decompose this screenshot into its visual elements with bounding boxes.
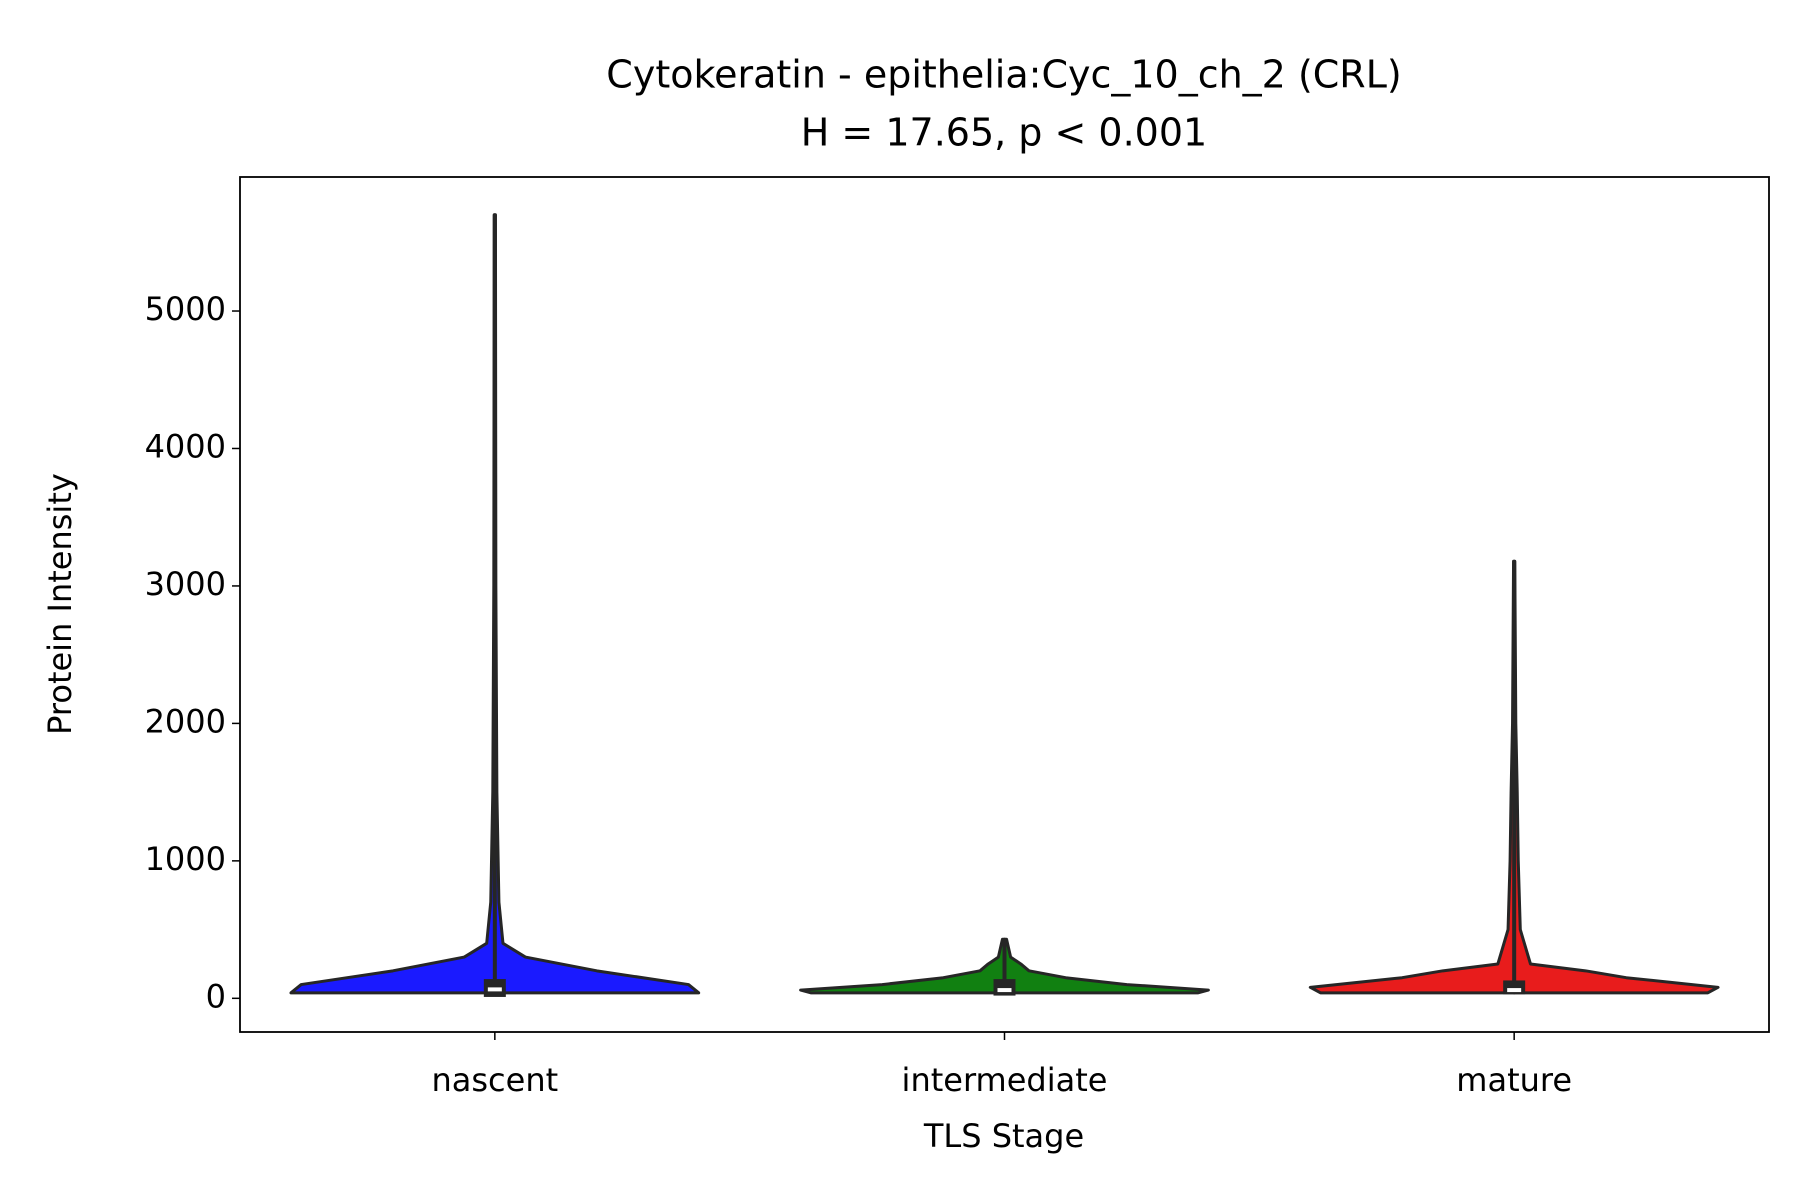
y-tick-label: 1000 [145, 840, 226, 878]
box [993, 979, 1016, 996]
chart-title: Cytokeratin - epithelia:Cyc_10_ch_2 (CRL… [606, 53, 1401, 97]
violin-body [1003, 937, 1210, 995]
y-tick-label: 4000 [145, 427, 226, 465]
y-axis-label: Protein Intensity [41, 473, 79, 735]
violin-body [799, 937, 1006, 995]
box [1503, 980, 1526, 995]
y-tick-label: 2000 [145, 702, 226, 740]
violin-body [493, 213, 701, 995]
violin-body [1308, 559, 1516, 995]
x-tick-label: nascent [431, 1061, 558, 1099]
violin-body [1512, 559, 1720, 995]
chart-subtitle: H = 17.65, p < 0.001 [801, 111, 1207, 155]
y-tick-label: 0 [206, 977, 226, 1015]
x-axis-label: TLS Stage [923, 1117, 1084, 1155]
y-tick-label: 3000 [145, 565, 226, 603]
x-tick-label: intermediate [902, 1061, 1108, 1099]
y-tick-label: 5000 [145, 290, 226, 328]
violin-body [289, 213, 497, 995]
plot-frame [239, 176, 1770, 1033]
x-tick-label: mature [1456, 1061, 1572, 1099]
